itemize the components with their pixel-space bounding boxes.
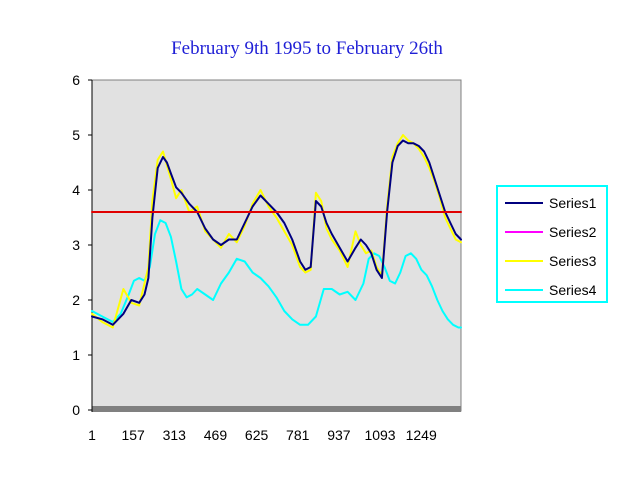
y-tick-label: 3 <box>72 237 80 253</box>
y-tick-label: 0 <box>72 402 80 418</box>
series-line-series3 <box>91 134 462 329</box>
legend-label: Series2 <box>549 224 597 240</box>
x-axis-band <box>92 406 461 412</box>
legend-box <box>496 185 608 303</box>
x-tick-label: 157 <box>121 427 145 443</box>
x-tick-label: 781 <box>286 427 310 443</box>
x-tick-label: 937 <box>327 427 351 443</box>
plot-background <box>91 79 462 412</box>
x-tick-label: 1249 <box>406 427 437 443</box>
legend: Series1 Series2 Series3 Series4 <box>496 185 608 303</box>
x-tick-label: 1 <box>88 427 96 443</box>
y-tick-label: 1 <box>72 347 80 363</box>
x-tick-label: 1093 <box>364 427 395 443</box>
series-lines <box>91 134 462 329</box>
series-line-series1 <box>91 139 462 326</box>
plot-area <box>91 79 462 412</box>
y-tick-label: 6 <box>72 72 80 88</box>
chart-title: February 9th 1995 to February 26th <box>171 38 443 59</box>
x-tick-label: 313 <box>163 427 187 443</box>
y-tick-label: 2 <box>72 292 80 308</box>
series-line-series4 <box>91 219 462 329</box>
y-tick-label: 4 <box>72 182 80 198</box>
legend-label: Series1 <box>549 195 597 211</box>
legend-label: Series3 <box>549 253 597 269</box>
y-axis-ticks: 0 1 2 3 4 5 6 <box>72 72 92 418</box>
legend-label: Series4 <box>549 282 597 298</box>
x-tick-label: 469 <box>204 427 228 443</box>
x-axis-ticks: 1 157 313 469 625 781 937 1093 1249 <box>88 427 437 443</box>
y-tick-label: 5 <box>72 127 80 143</box>
x-tick-label: 625 <box>245 427 269 443</box>
